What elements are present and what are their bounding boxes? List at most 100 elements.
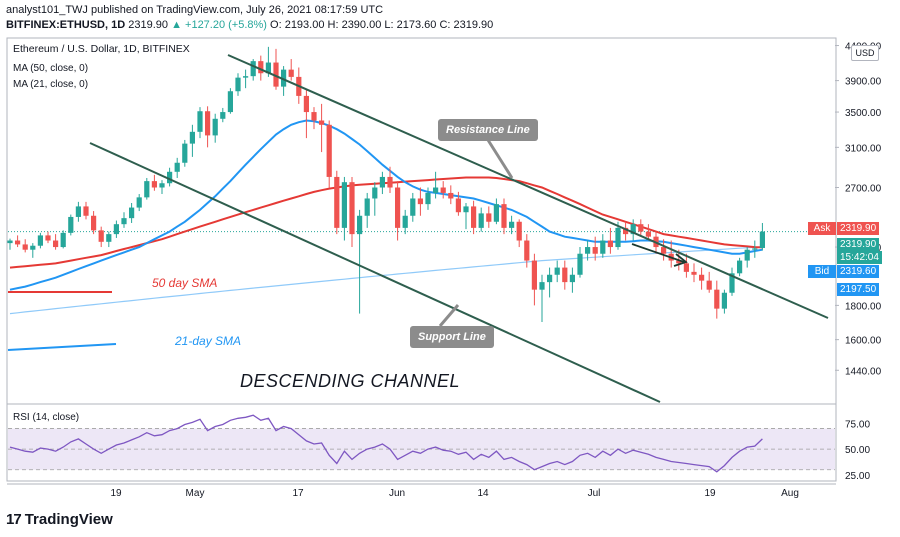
candle-body <box>440 187 446 193</box>
bid-label: Bid <box>808 265 836 278</box>
candle <box>714 280 720 319</box>
descending-channel-label: DESCENDING CHANNEL <box>240 371 461 391</box>
candle-body <box>136 197 142 208</box>
candle <box>311 107 317 130</box>
candle <box>319 103 325 153</box>
brand-name: TradingView <box>24 511 113 528</box>
candle-body <box>83 206 89 216</box>
candle <box>364 192 370 228</box>
long-ma-line <box>9 246 763 315</box>
candle <box>68 214 74 236</box>
chart-frame <box>6 37 837 482</box>
candle <box>478 207 484 232</box>
candle <box>45 231 51 244</box>
ma50-line <box>9 176 763 269</box>
candle <box>569 267 575 293</box>
candle <box>341 176 347 241</box>
candle <box>182 139 188 167</box>
candle <box>516 219 522 248</box>
candle-body <box>531 260 537 290</box>
candle-body <box>569 274 575 283</box>
candle-body <box>205 111 211 136</box>
candle <box>630 219 636 241</box>
candle-body <box>433 187 439 193</box>
candle <box>638 219 644 237</box>
candle <box>683 253 689 278</box>
candle-body <box>60 232 66 248</box>
candle <box>98 226 104 248</box>
candle <box>22 239 28 253</box>
candle-body <box>638 224 644 232</box>
candle <box>547 267 553 298</box>
candle-body <box>402 215 408 228</box>
candle-body <box>744 249 750 261</box>
candle-body <box>121 218 127 225</box>
resistance-line-callout: Resistance Line <box>438 119 538 141</box>
candle-body <box>417 198 423 205</box>
candle-body <box>334 176 340 228</box>
candle <box>729 267 735 296</box>
candle <box>349 176 355 248</box>
symbol: BITFINEX:ETHUSD, 1D <box>6 19 126 31</box>
date-axis-tick: Jun <box>389 488 405 499</box>
candle <box>106 231 112 248</box>
candle-body <box>562 267 568 283</box>
candle <box>205 106 211 148</box>
tradingview-logo-icon: 17 <box>6 511 22 528</box>
candle <box>433 171 439 199</box>
candle-body <box>539 282 545 290</box>
candle-body <box>661 247 667 254</box>
resistance-channel-line <box>227 54 829 319</box>
candle <box>410 192 416 222</box>
candle-body <box>607 240 613 248</box>
candle-body <box>167 171 173 184</box>
date-axis-tick: May <box>186 488 205 499</box>
candle-body <box>258 61 264 74</box>
date-axis-tick: 19 <box>704 488 716 499</box>
candle-body <box>699 274 705 281</box>
breakout-arrow <box>631 243 685 263</box>
candle <box>600 234 606 258</box>
tradingview-brand[interactable]: 17 TradingView <box>6 511 113 528</box>
candle <box>531 253 537 306</box>
candle-body <box>15 240 21 245</box>
publish-info: analyst101_TWJ published on TradingView.… <box>6 4 384 16</box>
candle <box>151 174 157 191</box>
candle-body <box>752 248 758 250</box>
candle-body <box>471 206 477 228</box>
candle-body <box>45 235 51 241</box>
candle-body <box>243 76 249 78</box>
sma50-label: 50 day SMA <box>152 276 218 290</box>
candle-body <box>106 234 112 242</box>
candle-body <box>220 112 226 119</box>
candle <box>37 232 43 249</box>
candle <box>417 187 423 216</box>
candle-body <box>235 77 241 92</box>
candle-body <box>189 131 195 144</box>
rsi-axis-tick: 25.00 <box>845 471 870 482</box>
rsi-legend: RSI (14, close) <box>13 412 79 423</box>
candle-body <box>159 183 165 188</box>
sma21-label: 21-day SMA <box>175 334 242 348</box>
currency-button[interactable]: USD <box>851 45 879 61</box>
candle-body <box>364 198 370 216</box>
candle-body <box>182 143 188 163</box>
candle <box>334 170 340 235</box>
ask-price-tag: 2319.90 <box>837 222 880 235</box>
rsi-axis-tick: 75.00 <box>845 419 870 430</box>
last-price: 2319.90 <box>128 19 169 31</box>
date-axis-tick: Aug <box>781 488 799 499</box>
candle <box>607 227 613 254</box>
candle-body <box>265 62 271 74</box>
candle <box>60 230 66 249</box>
candle <box>395 181 401 241</box>
candle <box>83 201 89 220</box>
support-channel-line <box>89 142 661 403</box>
candle-body <box>509 221 515 228</box>
candle <box>197 107 203 139</box>
candle <box>357 209 363 314</box>
ohlc-values: O: 2193.00 H: 2390.00 L: 2173.60 C: 2319… <box>270 19 494 31</box>
candle-body <box>547 274 553 283</box>
candle-body <box>288 69 294 77</box>
